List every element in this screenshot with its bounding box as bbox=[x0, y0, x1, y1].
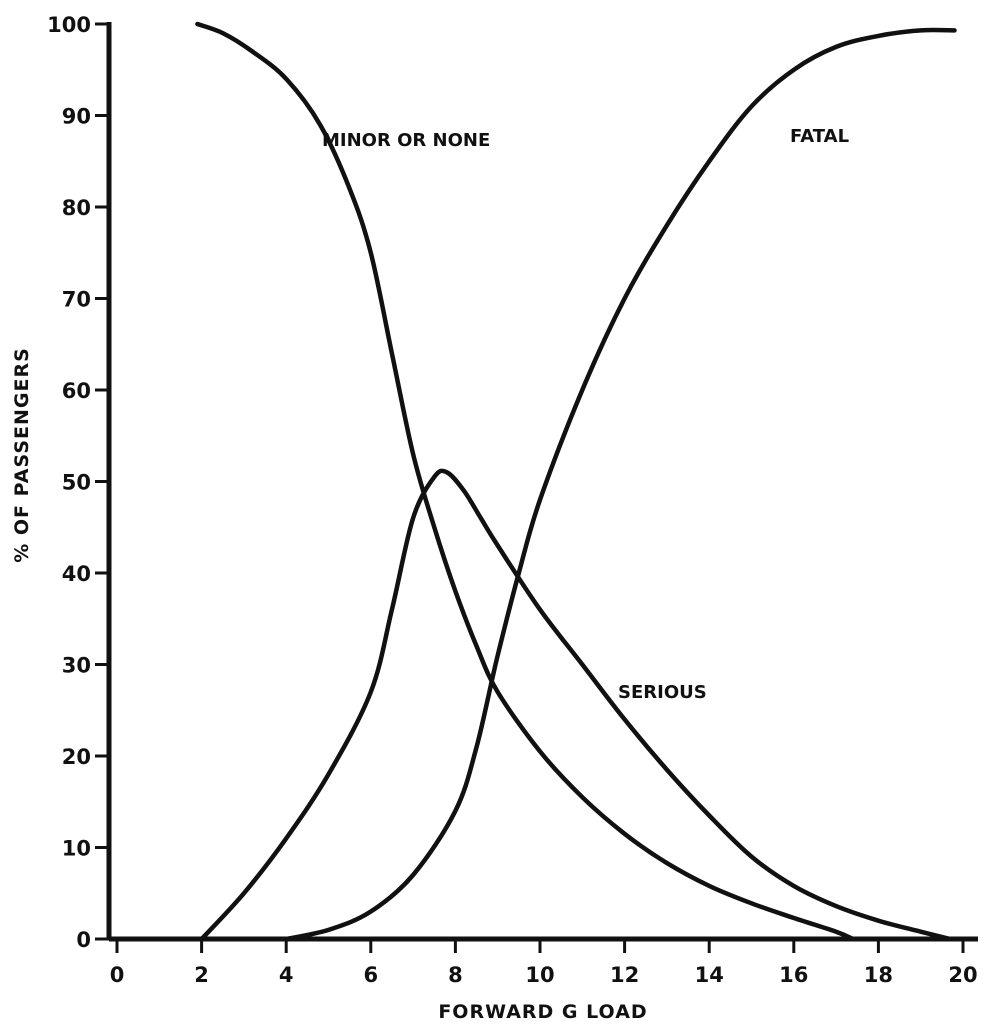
curves bbox=[195, 21, 957, 942]
y-tick-label: 60 bbox=[62, 379, 91, 403]
y-tick-label: 0 bbox=[76, 928, 91, 952]
curve-fatal bbox=[283, 27, 957, 942]
series-labels: MINOR OR NONE FATAL SERIOUS bbox=[322, 126, 849, 703]
y-tick-label: 20 bbox=[62, 745, 91, 769]
x-tick-label: 6 bbox=[363, 963, 378, 987]
axes bbox=[106, 22, 978, 942]
x-tick-label: 16 bbox=[779, 963, 808, 987]
y-tick-label: 80 bbox=[62, 196, 91, 220]
curve-minor-or-none bbox=[195, 21, 856, 942]
y-tick-label: 90 bbox=[62, 105, 91, 129]
x-tick-label: 14 bbox=[695, 963, 724, 987]
y-tick-label: 50 bbox=[62, 471, 91, 495]
series-label-minor-or-none: MINOR OR NONE bbox=[322, 130, 490, 151]
x-tick-label: 18 bbox=[864, 963, 893, 987]
x-tick-label: 4 bbox=[279, 963, 294, 987]
x-tick-label: 0 bbox=[110, 963, 125, 987]
x-tick-label: 12 bbox=[610, 963, 639, 987]
y-tick-label: 70 bbox=[62, 288, 91, 312]
x-axis-title: FORWARD G LOAD bbox=[438, 1001, 647, 1023]
series-label-serious: SERIOUS bbox=[618, 682, 707, 703]
y-tick-label: 10 bbox=[62, 837, 91, 861]
y-tick-label: 40 bbox=[62, 562, 91, 586]
x-ticks: 0 2 4 6 8 10 12 14 16 18 20 bbox=[110, 939, 978, 987]
y-ticks: 0 10 20 30 40 50 60 70 80 90 100 bbox=[47, 13, 109, 952]
x-tick-label: 10 bbox=[525, 963, 554, 987]
curve-serious bbox=[199, 468, 953, 942]
series-label-fatal: FATAL bbox=[790, 126, 849, 147]
x-tick-label: 8 bbox=[448, 963, 463, 987]
y-tick-label: 30 bbox=[62, 654, 91, 678]
y-tick-label: 100 bbox=[47, 13, 91, 37]
x-tick-label: 2 bbox=[194, 963, 209, 987]
y-axis-title: % OF PASSENGERS bbox=[11, 347, 33, 563]
x-tick-label: 20 bbox=[948, 963, 977, 987]
